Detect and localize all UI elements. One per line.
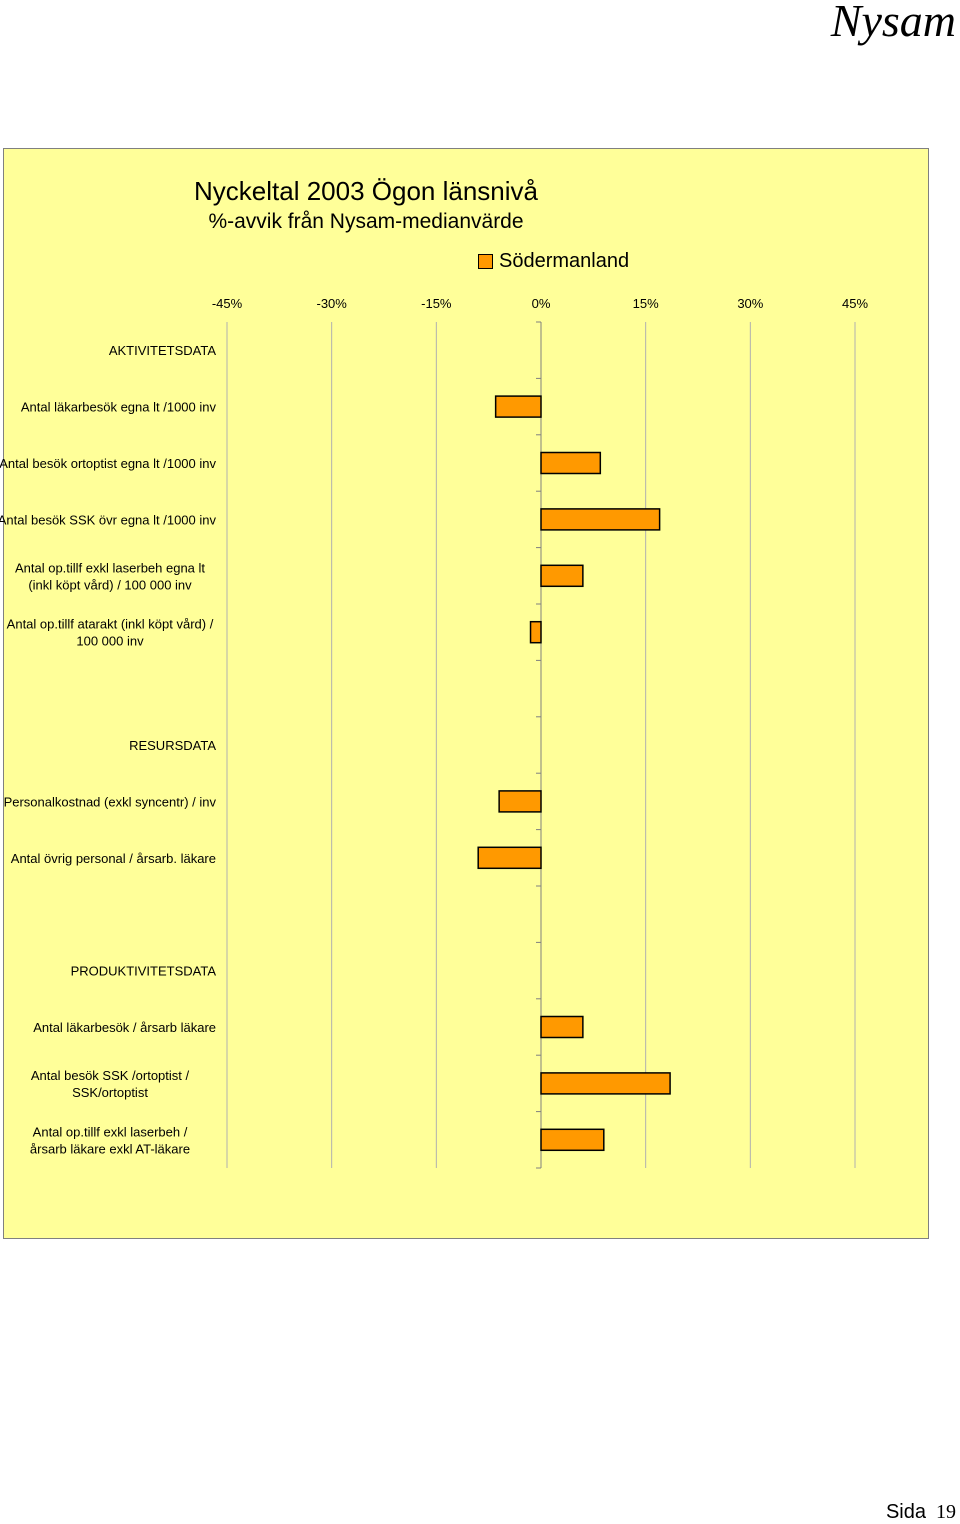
category-label-1: Antal läkarbesök egna lt /1000 inv <box>21 400 217 415</box>
category-label-14: Antal op.tillf exkl laserbeh / årsarb läk… <box>30 1124 190 1156</box>
bar-1 <box>494 395 542 418</box>
category-label-8: Personalkostnad (exkl syncentr) / inv <box>4 794 217 809</box>
legend-label: Södermanland <box>499 250 630 272</box>
category-label-9: Antal övrig personal / årsarb. läkare <box>11 851 216 866</box>
category-label-7: RESURSDATA <box>129 738 216 753</box>
x-tick-label-6: 45% <box>842 296 868 311</box>
category-label-12: Antal läkarbesök / årsarb läkare <box>33 1020 216 1035</box>
page-footer: Sida 19 <box>886 1501 956 1524</box>
category-label-3: Antal besök SSK övr egna lt /1000 inv <box>0 512 216 527</box>
bar-5 <box>529 620 542 644</box>
bar-3 <box>540 508 661 531</box>
bar-2 <box>540 451 602 475</box>
x-tick-label-5: 30% <box>737 296 763 311</box>
x-tick-label-2: -15% <box>421 296 452 311</box>
x-tick-label-0: -45% <box>212 296 243 311</box>
category-label-4: Antal op.tillf exkl laserbeh egna lt (ink… <box>15 560 205 592</box>
brand-title: Nysam <box>830 0 956 46</box>
category-label-2: Antal besök ortoptist egna lt /1000 inv <box>0 456 216 471</box>
category-label-13: Antal besök SSK /ortoptist / SSK/ortoptis… <box>31 1068 190 1100</box>
chart-subtitle: %-avvik från Nysam-medianvärde <box>208 210 524 233</box>
category-label-11: PRODUKTIVITETSDATA <box>71 964 217 979</box>
chart-title: Nyckeltal 2003 Ögon länsnivå <box>194 176 538 206</box>
x-tick-label-3: 0% <box>532 296 551 311</box>
bar-4 <box>540 564 584 588</box>
bar-12 <box>540 1015 584 1039</box>
category-label-0: AKTIVITETSDATA <box>109 343 216 358</box>
bar-9 <box>477 846 542 870</box>
footer-page-number: 19 <box>936 1501 956 1523</box>
bar-8 <box>498 790 542 813</box>
x-tick-label-4: 15% <box>633 296 659 311</box>
chart-legend: Södermanland <box>478 250 629 273</box>
bar-13 <box>540 1072 671 1095</box>
chart-panel <box>3 148 929 1239</box>
x-tick-label-1: -30% <box>316 296 347 311</box>
bar-14 <box>540 1128 605 1152</box>
footer-label: Sida <box>885 1501 926 1523</box>
category-label-5: Antal op.tillf atarakt (inkl köpt vård) … <box>7 617 214 649</box>
legend-swatch <box>478 254 493 269</box>
